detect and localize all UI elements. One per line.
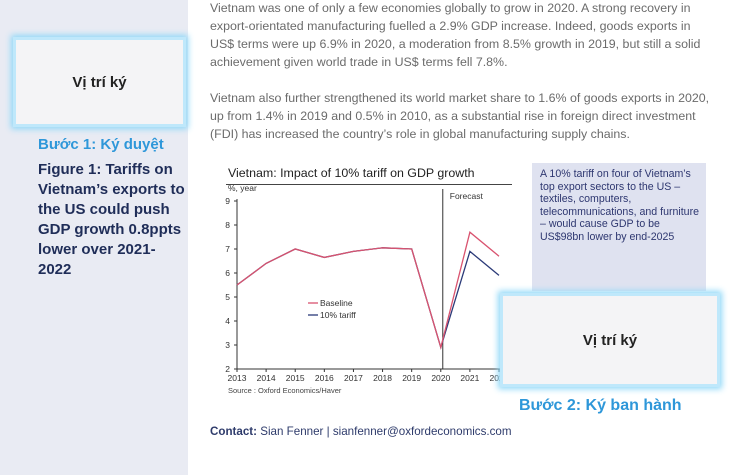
signature-box-2-label: Vị trí ký [582,331,638,349]
series-line-10-tariff [236,247,500,350]
contact-details: Sian Fenner | sianfenner@oxfordeconomics… [257,425,512,438]
x-tick-label: 2018 [373,373,392,383]
signature-box-2[interactable]: Vị trí ký [500,293,720,387]
signature-box-1-label: Vị trí ký [72,73,127,91]
y-tick-label: 5 [225,292,230,302]
signature-box-1[interactable]: Vị trí ký [13,37,186,127]
contact-label: Contact: [210,425,258,438]
note-box: A 10% tariff on four of Vietnam’s top ex… [532,163,706,291]
x-tick-label: 2015 [286,373,305,383]
x-tick-label: 2019 [402,373,421,383]
y-tick-label: 6 [225,268,230,278]
y-tick-label: 7 [225,244,230,254]
y-tick-label: 2 [225,364,230,374]
x-tick-label: 2017 [344,373,363,383]
chart-title: Vietnam: Impact of 10% tariff on GDP gro… [228,166,475,180]
chart-source: Source : Oxford Economics/Haver [228,386,342,395]
step-2-label: Bước 2: Ký ban hành [519,397,682,414]
x-tick-label: 2013 [228,373,247,383]
x-tick-label: 2020 [431,373,450,383]
body-paragraph-2: Vietnam also further strengthened its wo… [210,91,710,141]
x-tick-label: 2016 [315,373,334,383]
body-paragraph-1: Vietnam was one of only a few economies … [210,1,701,69]
legend-label: 10% tariff [320,310,356,320]
x-tick-label: 2022 [490,373,509,383]
y-axis-label: %, year [228,183,257,193]
series-line-baseline [236,231,500,350]
forecast-label: Forecast [450,191,484,201]
y-tick-label: 4 [225,316,230,326]
x-tick-label: 2021 [460,373,479,383]
figure-title: Figure 1: Tariffs on Vietnam’s exports t… [38,161,185,278]
contact-line: Contact: Sian Fenner | sianfenner@oxford… [210,425,512,438]
step-1-label: Bước 1: Ký duyệt [38,136,164,153]
x-tick-label: 2014 [257,373,276,383]
legend-label: Baseline [320,298,353,308]
y-tick-label: 9 [225,196,230,206]
y-tick-label: 8 [225,220,230,230]
y-tick-label: 3 [225,340,230,350]
chart-title-rule [226,184,512,185]
